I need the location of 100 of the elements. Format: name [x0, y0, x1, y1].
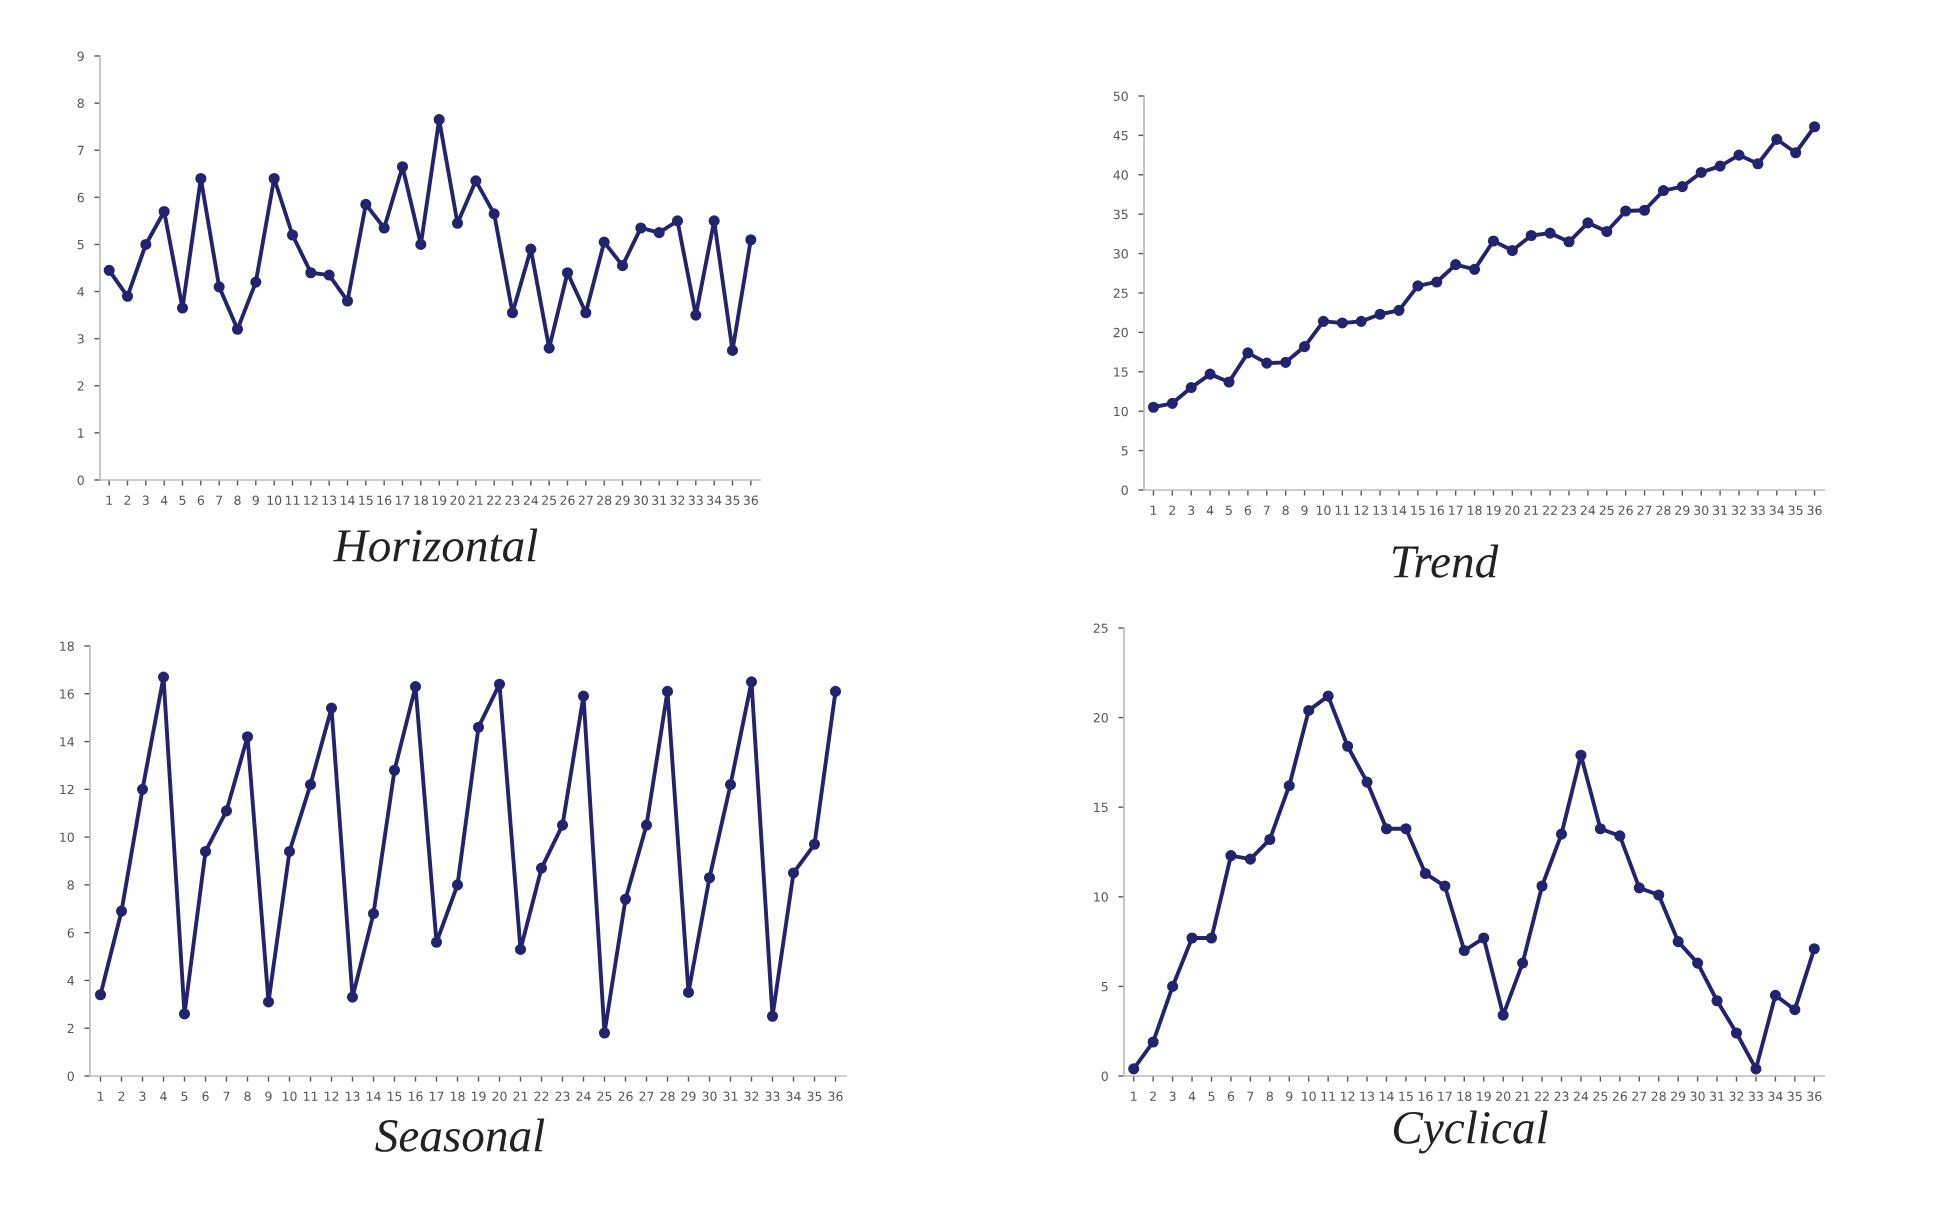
point [1242, 347, 1254, 359]
point [1692, 957, 1704, 969]
point [1517, 957, 1529, 969]
point [598, 236, 610, 248]
point [283, 845, 296, 857]
point [1771, 133, 1783, 145]
point [1361, 776, 1373, 788]
point [103, 264, 115, 276]
point [1469, 263, 1481, 275]
point [1303, 704, 1315, 716]
point [1789, 1004, 1801, 1016]
point [433, 114, 445, 126]
point [1261, 357, 1273, 369]
point [1497, 1009, 1509, 1021]
point [378, 222, 390, 234]
point [690, 309, 702, 321]
point [1322, 690, 1334, 702]
point [140, 238, 152, 250]
point [1714, 160, 1726, 172]
point [220, 805, 233, 817]
point [304, 779, 317, 791]
point [121, 290, 134, 302]
point [1672, 936, 1684, 948]
point [661, 685, 674, 697]
x-axis-title: Trend [1392, 544, 1499, 578]
point [1657, 185, 1669, 197]
point [1299, 341, 1311, 353]
point [388, 764, 401, 776]
point [1412, 280, 1424, 292]
point [506, 307, 519, 319]
point [1204, 368, 1216, 380]
point [1205, 932, 1218, 944]
point [1264, 833, 1276, 846]
point [616, 260, 629, 272]
point [640, 819, 653, 831]
point [1711, 995, 1723, 1007]
point [577, 690, 590, 702]
point [396, 161, 409, 173]
point [1750, 1063, 1762, 1075]
point [535, 862, 548, 874]
point [556, 819, 569, 831]
point [1244, 853, 1256, 865]
point [525, 243, 537, 255]
point [1185, 382, 1197, 394]
point [1790, 147, 1802, 159]
point [323, 269, 335, 281]
point [1544, 227, 1556, 239]
point [1355, 315, 1367, 327]
point [703, 872, 716, 884]
point [1280, 356, 1292, 368]
point [1601, 225, 1613, 238]
point [1439, 880, 1451, 892]
point [598, 1027, 611, 1039]
point [1555, 828, 1568, 840]
point [157, 671, 170, 683]
point [1400, 823, 1412, 835]
point [1283, 780, 1295, 792]
point [451, 217, 464, 229]
point [1128, 1063, 1140, 1075]
point [787, 867, 800, 879]
point [470, 175, 482, 187]
point [726, 344, 739, 356]
point [1223, 376, 1235, 388]
point [1342, 740, 1354, 752]
point [94, 989, 107, 1001]
point [262, 996, 275, 1008]
point [346, 991, 359, 1003]
point [341, 295, 354, 307]
point [231, 323, 244, 335]
point [360, 198, 372, 210]
point [1594, 823, 1606, 835]
point [745, 676, 758, 688]
point [325, 702, 338, 714]
point [1620, 205, 1632, 217]
point [1450, 259, 1462, 271]
point [199, 845, 212, 857]
point [1536, 880, 1548, 892]
point [115, 905, 128, 917]
point [1582, 217, 1594, 229]
point [1167, 980, 1179, 992]
point [1393, 304, 1405, 316]
point [561, 267, 574, 279]
point [514, 943, 527, 955]
point [682, 986, 695, 998]
point [1317, 315, 1329, 327]
point [488, 208, 500, 220]
point [543, 342, 555, 354]
point [213, 281, 225, 293]
point [829, 685, 842, 697]
point [1695, 166, 1707, 178]
point [158, 205, 170, 218]
point [472, 721, 485, 733]
point [1575, 749, 1587, 761]
point [1808, 943, 1820, 955]
point [1487, 235, 1499, 247]
point [1733, 149, 1745, 161]
point [1380, 823, 1393, 835]
point [1769, 989, 1781, 1001]
point [136, 783, 149, 795]
point [1431, 276, 1443, 288]
